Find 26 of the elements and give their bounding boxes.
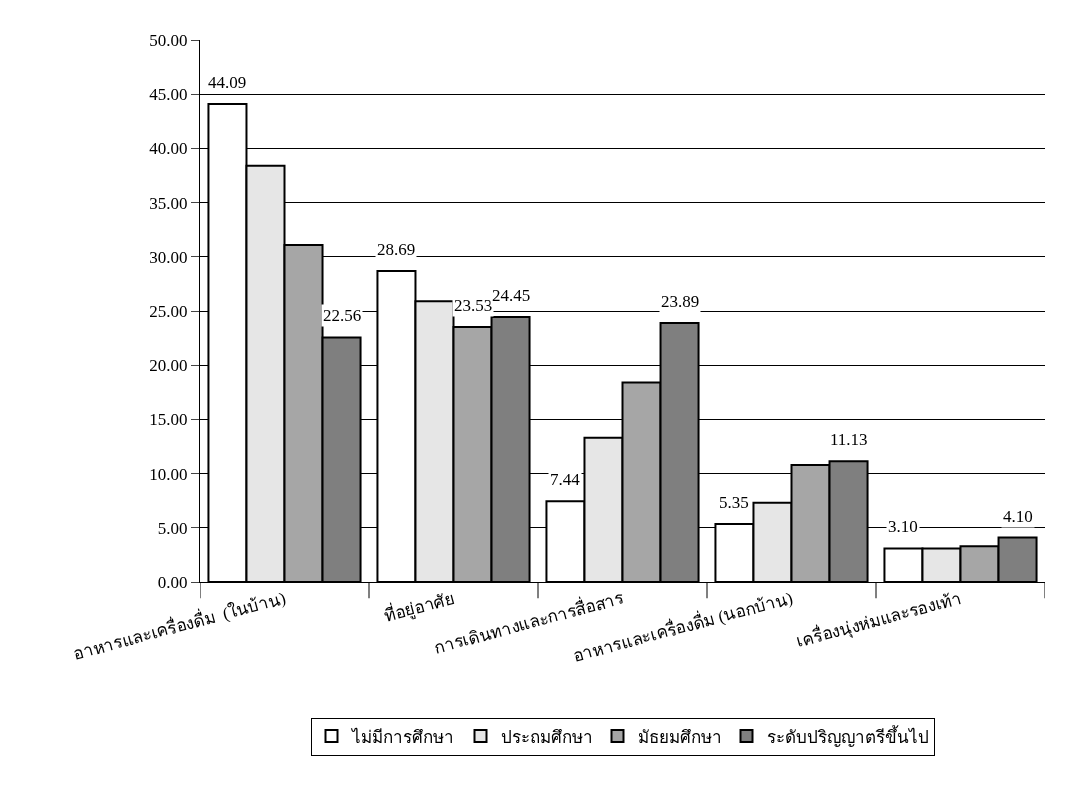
- legend-label: ระดับปริญญาตรีขึ้นไป: [766, 724, 929, 747]
- y-tick-label: 10.00: [149, 464, 188, 484]
- y-tick-label: 15.00: [149, 410, 188, 430]
- y-tick-label: 0.00: [157, 572, 188, 592]
- data-label: 28.69: [377, 240, 416, 259]
- data-label: 4.10: [1003, 507, 1033, 526]
- legend-label: ไม่มีการศึกษา: [349, 726, 454, 747]
- data-label: 11.13: [830, 430, 868, 449]
- y-tick-label: 25.00: [149, 301, 188, 321]
- data-label: 22.56: [323, 306, 362, 325]
- y-tick-label: 35.00: [149, 193, 188, 213]
- y-tick-label: 40.00: [149, 139, 188, 159]
- data-label: 23.89: [661, 292, 700, 311]
- y-tick-label: 50.00: [149, 30, 188, 50]
- data-label: 44.09: [208, 73, 247, 92]
- y-tick-label: 20.00: [149, 356, 188, 376]
- data-label: 24.45: [492, 286, 531, 305]
- data-label: 3.10: [888, 517, 918, 536]
- data-label: 23.53: [454, 296, 493, 315]
- y-tick-label: 45.00: [149, 85, 188, 105]
- y-tick-label: 30.00: [149, 247, 188, 267]
- legend-label: ประถมศึกษา: [500, 727, 593, 747]
- legend-label: มัธยมศึกษา: [637, 727, 722, 747]
- y-tick-label: 5.00: [157, 518, 188, 538]
- data-label: 5.35: [719, 493, 749, 512]
- data-label: 7.44: [550, 470, 581, 489]
